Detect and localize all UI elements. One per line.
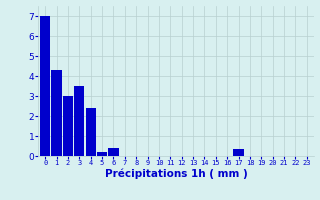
Bar <box>40 16 50 156</box>
Bar <box>74 86 84 156</box>
Bar <box>108 148 119 156</box>
Bar <box>85 108 96 156</box>
X-axis label: Précipitations 1h ( mm ): Précipitations 1h ( mm ) <box>105 169 247 179</box>
Bar <box>97 152 107 156</box>
Bar <box>52 70 62 156</box>
Bar <box>233 149 244 156</box>
Bar <box>63 96 73 156</box>
